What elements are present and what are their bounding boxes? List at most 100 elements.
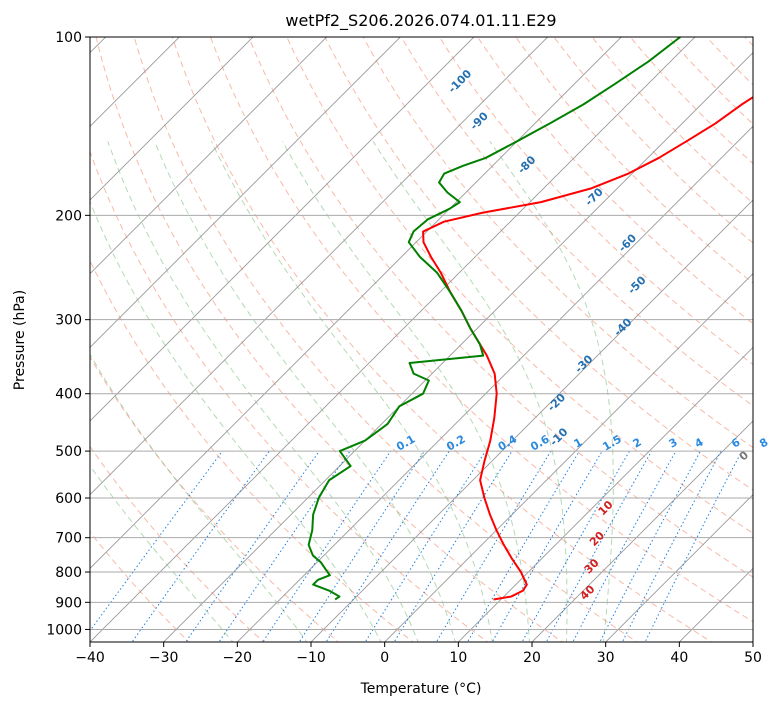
isotherm [90,37,549,496]
dry-adiabat [90,259,414,642]
dry-adiabat [629,37,753,165]
adiabat-label: 20 [587,529,607,549]
mixing-ratio-line [298,450,425,642]
dry-adiabat [770,24,775,645]
adiabat-label: -60 [616,231,639,254]
isotherm [90,37,254,201]
y-axis-label: Pressure (hPa) [12,290,28,390]
x-tick-label: 50 [744,650,762,666]
isotherm [752,641,753,642]
mixing-ratio-line [466,450,580,642]
isotherm [90,37,401,348]
moist-adiabat [372,141,568,642]
adiabat-label: -70 [583,185,606,208]
adiabat-label: -20 [545,391,568,414]
x-tick-label: −40 [75,650,105,666]
dry-adiabat [324,37,753,491]
isotherm [90,37,622,569]
isotherm [531,420,753,642]
x-tick-label: 20 [523,650,541,666]
y-tick-label: 600 [55,491,82,507]
x-tick-label: 10 [449,650,467,666]
mixing-ratio-label: 4 [692,435,705,450]
dry-adiabat [705,37,753,86]
mixing-ratio-line [621,450,722,642]
dry-adiabat [744,37,753,47]
x-tick-label: 40 [670,650,688,666]
series-layer [307,37,753,601]
adiabat-label: 40 [577,582,597,602]
isotherm [90,37,696,642]
adiabat-label: 30 [582,556,602,576]
mixing-ratio-line [90,450,223,632]
mixing-ratio-line [644,450,743,642]
dry-adiabat [515,37,753,284]
moist-adiabat [107,141,419,642]
x-tick-label: −30 [149,650,179,666]
y-tick-label: 900 [55,595,82,611]
x-tick-label: 30 [597,650,615,666]
mixing-ratio-label: 2 [631,436,644,451]
dry-adiabat [90,531,190,642]
isotherm [90,37,328,275]
mixing-ratio-line [364,450,486,642]
moist-adiabat [90,353,308,642]
isotherm [310,199,753,642]
mixing-ratio-label: 0.2 [444,433,467,454]
axes-layer: −40 −30 −20 −10 0 10 20 30 40 50 1000 900 800 700 600 5… [46,30,762,666]
adiabat-label: -40 [611,315,634,338]
y-tick-label: 700 [55,531,82,547]
x-axis-label: Temperature (°C) [360,681,482,697]
mixing-ratio-label: 0.4 [496,432,520,453]
isotherm [90,37,475,422]
mixing-ratio-line [325,450,450,642]
y-tick-label: 500 [55,444,82,460]
y-tick-label: 1000 [46,622,82,638]
moist-adiabat [489,141,614,642]
dry-adiabat [286,37,753,534]
isotherm [236,125,753,642]
y-tick-label: 300 [55,313,82,329]
mixing-ratio-label: 6 [729,435,742,450]
isotherm [90,37,180,127]
isotherm [163,52,753,642]
mixing-ratio-line [599,450,701,642]
plot-frame [89,36,754,643]
moist-adiabat [211,141,493,642]
adiabat-label: -90 [468,109,491,132]
dewpoint-profile [307,37,681,601]
moist-adiabat [154,141,456,642]
adiabat-label: -30 [572,352,595,375]
x-tick-label: 0 [380,650,389,666]
mixing-ratio-line [572,450,677,642]
mixing-ratio-line [131,450,270,642]
y-tick-label: 800 [55,565,82,581]
mixing-ratio-label: 3 [667,436,680,451]
isotherm [605,494,753,642]
dry-adiabat [90,445,265,642]
y-tick-label: 200 [55,208,82,224]
x-tick-label: −10 [296,650,326,666]
isotherm [457,346,753,642]
mixing-ratio-line [185,450,320,642]
grid-layer [90,24,775,645]
mixing-ratio-line [393,450,513,642]
dry-adiabat [133,37,638,642]
mixing-ratio-line [262,450,392,642]
chart-title: wetPf2_S206.2026.074.01.11.E29 [285,11,556,31]
moist-adiabat [282,141,530,642]
dry-adiabat [667,37,753,125]
y-tick-label: 100 [55,30,82,46]
adiabat-label: -80 [515,153,538,176]
x-tick-label: −20 [223,650,253,666]
dry-adiabat [90,356,339,642]
dry-adiabat [400,37,753,407]
mixing-ratio-line [435,450,552,642]
mixing-ratio-label: 1.5 [600,433,623,454]
isotherm [384,273,753,642]
dry-adiabat [90,150,489,642]
y-tick-label: 400 [55,387,82,403]
mixing-ratio-label: 0.1 [394,433,417,454]
moist-adiabat [90,464,234,642]
